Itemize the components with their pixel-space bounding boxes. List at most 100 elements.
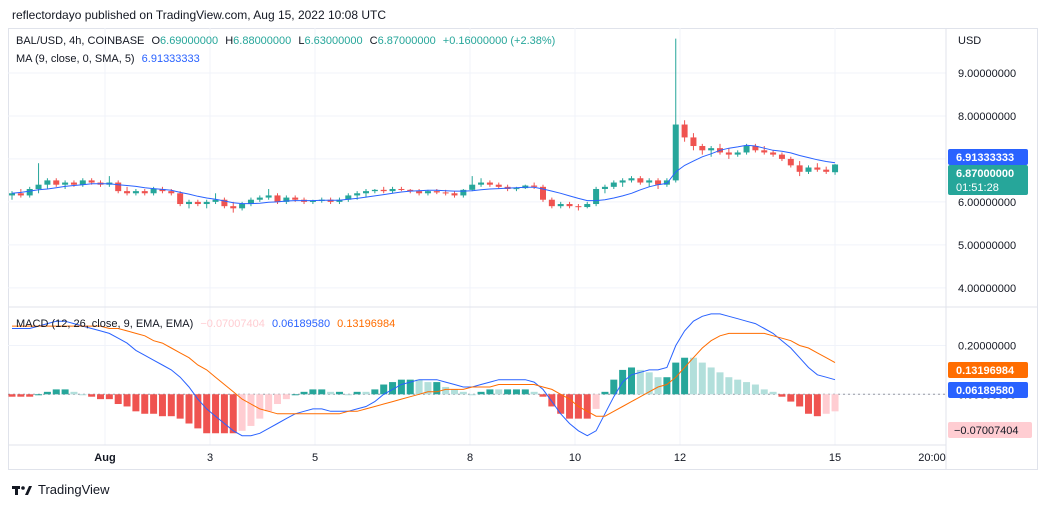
candle-body — [460, 189, 467, 196]
histogram-bar — [344, 394, 352, 396]
candle-body — [79, 180, 86, 185]
histogram-bar — [831, 394, 839, 412]
histogram-bar — [796, 394, 804, 407]
time-label: 5 — [312, 452, 318, 464]
time-axis-labels: Aug 3 5 8 10 12 15 20:00 — [94, 452, 945, 464]
histogram-bar — [707, 367, 715, 395]
candle-body — [637, 178, 644, 183]
signal-tag-text: 0.13196984 — [956, 365, 1015, 377]
close-label: C — [369, 35, 378, 47]
histogram-bar — [265, 394, 273, 412]
candle-body — [132, 191, 139, 194]
candle-body — [389, 188, 396, 192]
candle-body — [265, 195, 272, 198]
chart-frame — [8, 28, 1038, 470]
candle-body — [433, 191, 440, 193]
histogram-bar — [787, 394, 795, 402]
histogram-bar — [406, 379, 414, 395]
histogram-bar — [52, 389, 60, 395]
ma-value-tag: 6.91333333 — [948, 149, 1028, 165]
high-value: H6.88000000 — [225, 35, 291, 47]
candle-body — [88, 180, 95, 183]
candle-body — [478, 182, 485, 185]
histogram-bar — [247, 394, 255, 426]
histogram-bar — [105, 394, 113, 400]
histogram-bar — [132, 394, 140, 412]
candle-body — [486, 182, 493, 185]
low-value: L6.63000000 — [298, 35, 362, 47]
candle-body — [548, 199, 555, 207]
histogram-bar — [663, 377, 671, 395]
candle-body — [53, 180, 60, 185]
histogram-bar — [158, 394, 166, 417]
histogram-bar — [459, 391, 467, 395]
time-label: Aug — [94, 452, 115, 464]
candle-body — [371, 189, 378, 192]
candle-body — [124, 191, 131, 194]
histogram-bar — [212, 394, 220, 434]
histogram-bar — [689, 357, 697, 395]
histogram-bar — [88, 394, 96, 397]
histogram-bar — [681, 357, 689, 395]
last-price-tag: 6.87000000 01:51:28 — [948, 165, 1028, 195]
histogram-bar — [380, 384, 388, 395]
histogram-bar — [805, 394, 812, 414]
histogram-bar — [335, 391, 343, 395]
candle-body — [796, 165, 803, 172]
histogram-bar — [486, 389, 494, 395]
time-label: 20:00 — [918, 452, 946, 464]
histogram-bar — [141, 394, 149, 414]
signal-line — [12, 325, 836, 417]
candle-body — [194, 201, 201, 205]
candle-body — [708, 148, 715, 151]
candle-body — [566, 204, 573, 207]
candle-body — [247, 199, 254, 205]
histogram-bar — [504, 389, 512, 395]
ma-label: MA (9, close, 0, SMA, 5) — [16, 53, 135, 65]
close-value: C6.87000000 — [370, 35, 436, 47]
candle-body — [743, 146, 750, 153]
low-number: 6.63000000 — [304, 35, 363, 47]
ma-value: 6.91333333 — [141, 53, 200, 65]
candle-body — [672, 124, 679, 181]
candle-body — [159, 188, 166, 192]
candle-body — [770, 152, 777, 155]
close-number: 6.87000000 — [377, 35, 436, 47]
candle-body — [309, 201, 316, 203]
histogram-bar — [61, 389, 69, 395]
histogram-bar — [468, 394, 476, 396]
price-tick: 8.00000000 — [958, 111, 1016, 123]
histogram-bar — [389, 382, 397, 395]
price-tag-text: 6.87000000 — [956, 168, 1014, 180]
histogram-bar — [778, 394, 786, 397]
histogram-bar — [274, 394, 281, 405]
candle-body — [283, 197, 290, 202]
histogram-bar — [185, 394, 193, 424]
histogram-bar — [327, 391, 335, 395]
histogram-bar — [654, 377, 662, 395]
histogram-bar — [150, 394, 158, 414]
candle-body — [531, 185, 538, 187]
price-tick: 4.00000000 — [958, 283, 1016, 295]
high-number: 6.88000000 — [233, 35, 292, 47]
candle-body — [9, 193, 15, 196]
ma-legend[interactable]: MA (9, close, 0, SMA, 5) 6.91333333 — [16, 53, 204, 65]
macd-label: MACD (12, 26, close, 9, EMA, EMA) — [16, 318, 194, 330]
histogram-bar — [97, 394, 104, 400]
histogram-bar — [229, 394, 237, 434]
tradingview-footer[interactable]: TradingView — [12, 482, 110, 497]
candles — [9, 38, 839, 213]
histogram-bar — [442, 386, 450, 395]
ma-line — [11, 144, 836, 205]
time-label: 10 — [569, 452, 581, 464]
histogram-bar — [601, 391, 609, 395]
histogram-bar — [79, 394, 87, 396]
candle-body — [256, 197, 263, 200]
candle-body — [398, 188, 405, 190]
candle-body — [787, 158, 794, 166]
histogram-bar — [114, 394, 122, 405]
macd-legend[interactable]: MACD (12, 26, close, 9, EMA, EMA) −0.070… — [16, 318, 399, 330]
histogram-bar — [70, 391, 78, 395]
histogram-bar — [769, 391, 777, 395]
